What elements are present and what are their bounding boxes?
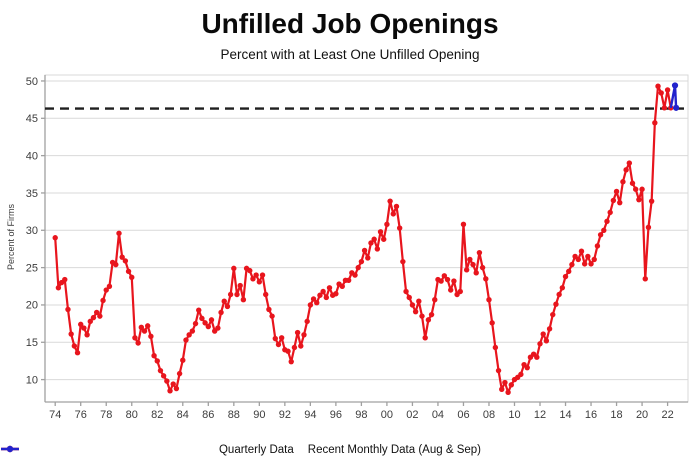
svg-text:20: 20 [26,300,38,312]
svg-text:76: 76 [75,409,87,421]
svg-text:02: 02 [406,409,418,421]
svg-text:30: 30 [26,225,38,237]
svg-text:78: 78 [100,409,112,421]
svg-text:84: 84 [177,409,189,421]
svg-text:88: 88 [228,409,240,421]
svg-text:12: 12 [534,409,546,421]
svg-text:40: 40 [26,150,38,162]
monthly-series-marker-icon [1,445,19,453]
svg-text:15: 15 [26,337,38,349]
svg-text:20: 20 [636,409,648,421]
svg-text:22: 22 [661,409,673,421]
legend-label-monthly: Recent Monthly Data (Aug & Sep) [307,444,481,456]
svg-text:74: 74 [49,409,61,421]
gridlines [45,80,688,381]
svg-text:16: 16 [585,409,597,421]
svg-text:86: 86 [202,409,214,421]
quarterly-series [52,83,674,395]
svg-text:14: 14 [559,409,571,421]
svg-text:82: 82 [151,409,163,421]
axes [44,74,689,403]
svg-text:94: 94 [304,409,316,421]
svg-text:18: 18 [610,409,622,421]
y-axis-ticks: 10 15 20 25 30 35 40 45 50 [26,76,45,386]
svg-text:25: 25 [26,262,38,274]
x-axis-ticks: 74 76 78 80 82 84 86 88 90 92 94 96 98 00 02 04 06 08 10 12… [49,402,674,421]
svg-text:35: 35 [26,188,38,200]
legend-item-quarterly: Quarterly Data [1,444,294,456]
svg-text:96: 96 [330,409,342,421]
legend-label-quarterly: Quarterly Data [218,444,294,456]
monthly-series [669,82,680,111]
legend-item-monthly: Recent Monthly Data (Aug & Sep) [1,444,481,456]
svg-text:45: 45 [26,113,38,125]
svg-text:50: 50 [26,76,38,88]
svg-text:00: 00 [381,409,393,421]
svg-text:90: 90 [253,409,265,421]
svg-text:10: 10 [508,409,520,421]
chart-title: Unfilled Job Openings [201,8,499,39]
chart-legend: Quarterly Data Recent Monthly Data (Aug … [0,444,700,456]
svg-text:92: 92 [279,409,291,421]
svg-text:04: 04 [432,409,444,421]
svg-text:80: 80 [126,409,138,421]
svg-text:10: 10 [26,374,38,386]
svg-text:08: 08 [483,409,495,421]
svg-text:98: 98 [355,409,367,421]
chart-subtitle: Percent with at Least One Unfilled Openi… [220,47,480,62]
svg-text:06: 06 [457,409,469,421]
